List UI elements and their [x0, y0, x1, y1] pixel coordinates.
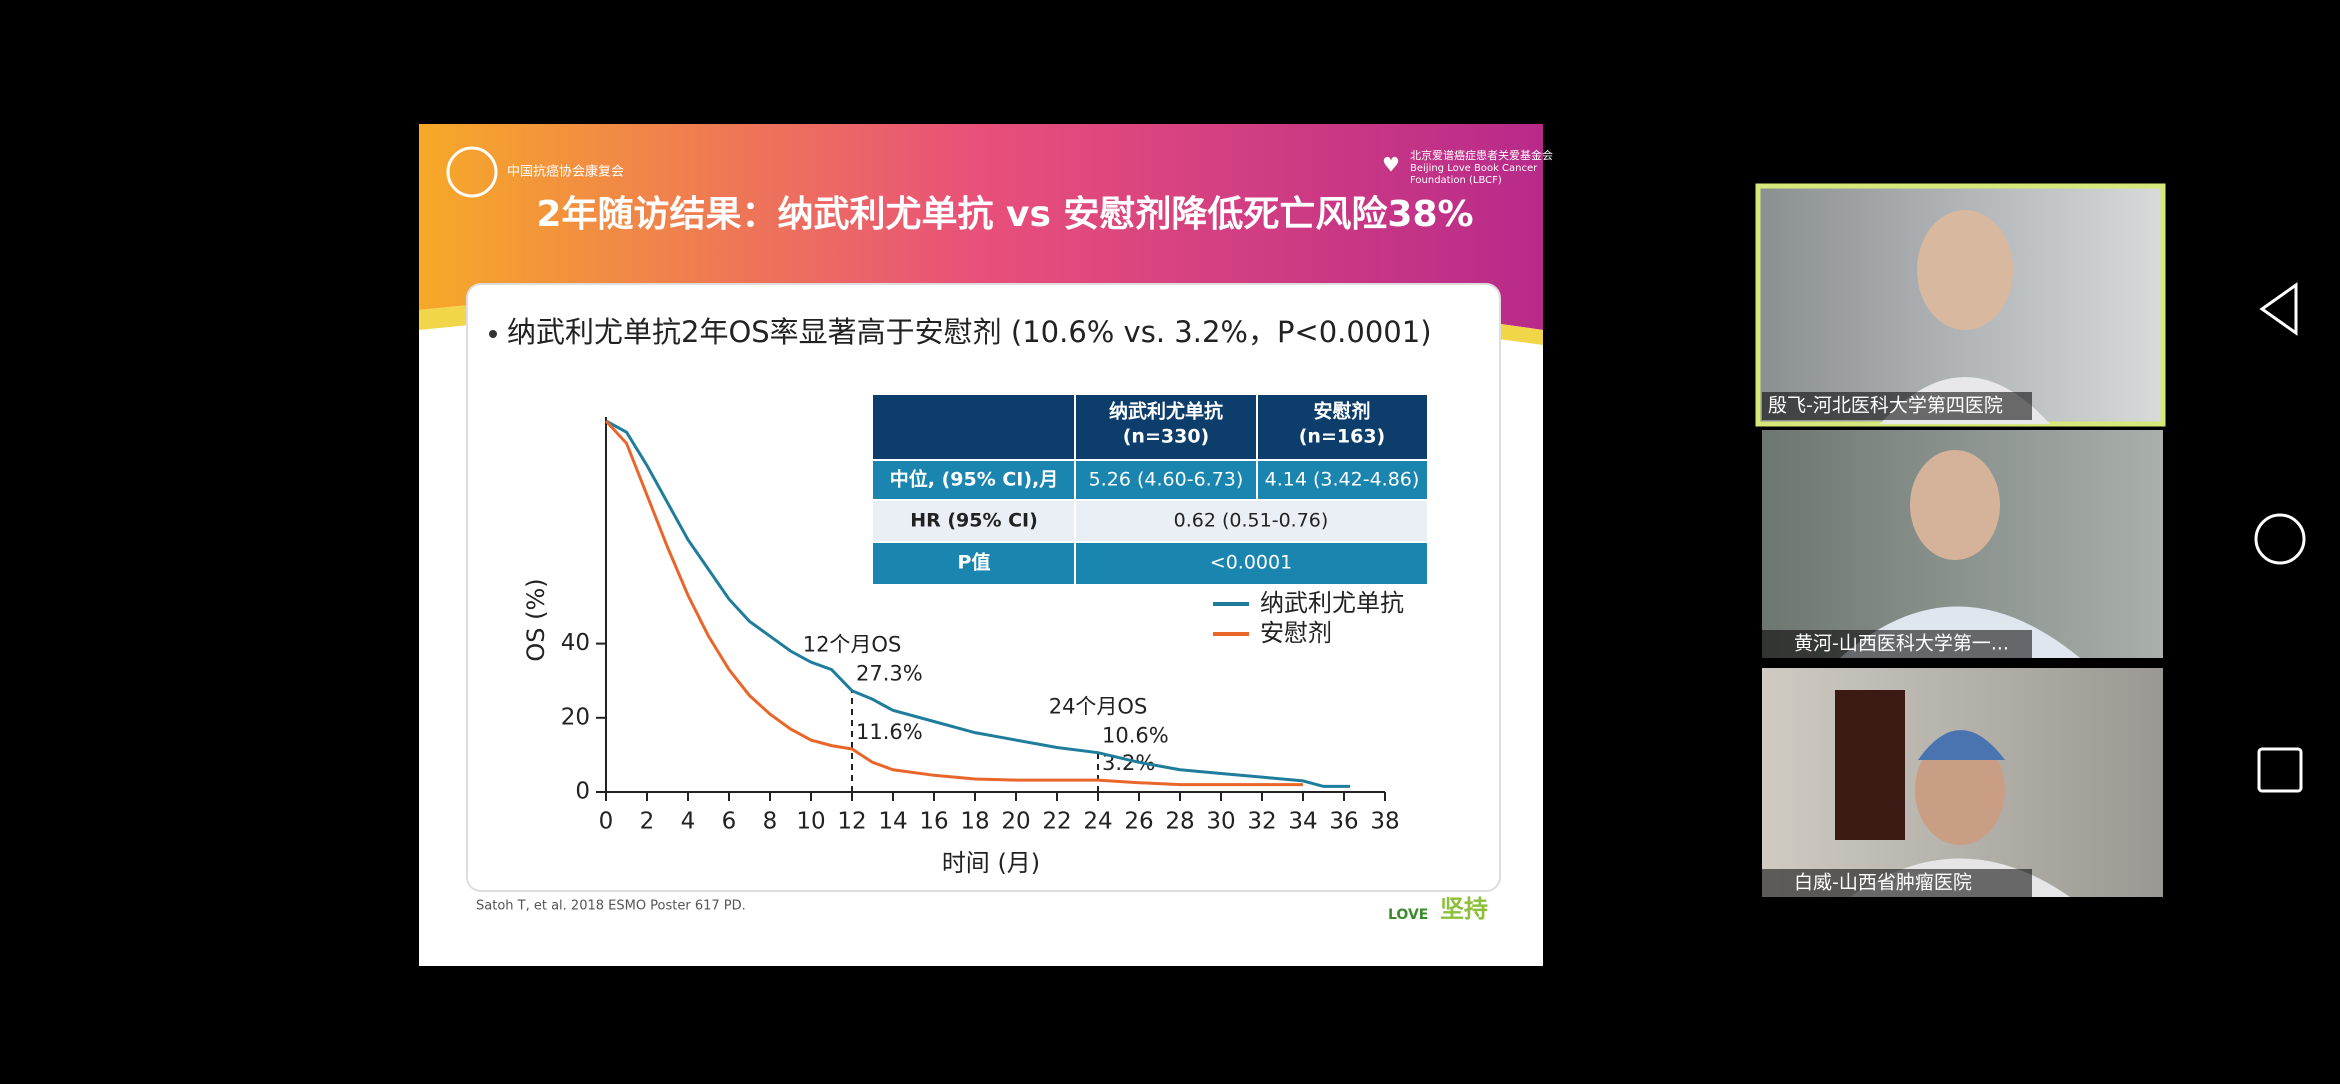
x-tick-label: 26 — [1124, 809, 1153, 835]
landmark-value: 10.6% — [1102, 724, 1169, 748]
landmark-label: 12个月OS — [803, 633, 902, 657]
person — [1915, 735, 2005, 845]
participant-name: 白威-山西省肿瘤医院 — [1794, 872, 1972, 894]
x-tick-label: 12 — [837, 809, 866, 835]
landmark-label: 24个月OS — [1049, 695, 1148, 719]
x-tick-label: 32 — [1247, 809, 1276, 835]
table-row — [873, 500, 1427, 542]
name-bar — [1762, 392, 2032, 420]
org-right-line: Foundation (LBCF) — [1410, 175, 1502, 186]
row-label: 中位, (95% CI),月 — [890, 468, 1059, 491]
cell: 0.62 (0.51-0.76) — [1174, 510, 1329, 532]
cell: 5.26 (4.60-6.73) — [1089, 469, 1244, 491]
cell: <0.0001 — [1210, 552, 1292, 574]
table-row — [873, 460, 1427, 500]
survival-curve — [605, 419, 1351, 788]
x-tick-label: 16 — [919, 809, 948, 835]
results-table: 纳武利尤单抗 (n=330) 安慰剂 (n=163) 中位, (95% CI),… — [873, 395, 1427, 584]
slide-title: 2年随访结果：纳武利尤单抗 vs 安慰剂降低死亡风险38% — [536, 193, 1473, 235]
x-tick-label: 24 — [1083, 809, 1112, 835]
x-tick-label: 38 — [1370, 809, 1399, 835]
legend-label: 安慰剂 — [1260, 619, 1332, 647]
org-left: 中国抗癌协会康复会 — [507, 164, 624, 180]
legend-label: 纳武利尤单抗 — [1260, 589, 1404, 617]
x-tick-label: 4 — [681, 809, 696, 835]
org-logo — [446, 146, 498, 198]
x-tick-label: 6 — [722, 809, 737, 835]
x-tick-label: 22 — [1042, 809, 1071, 835]
video-tile[interactable]: 白威-山西省肿瘤医院 — [1762, 668, 2163, 897]
logo-text: 坚持 — [1440, 895, 1488, 923]
person — [1918, 730, 2005, 760]
y-tick-label: 0 — [575, 779, 590, 805]
video-tile[interactable]: 黄河-山西医科大学第一... — [1762, 430, 2163, 658]
landmark-value: 27.3% — [856, 662, 923, 686]
org-right-line: 北京爱谱癌症患者关爱基金会 — [1410, 148, 1553, 162]
slide: 中国抗癌协会康复会 ♥ 北京爱谱癌症患者关爱基金会 Beijing Love B… — [419, 124, 1553, 966]
y-axis-label: OS (%) — [522, 578, 550, 661]
row-label: HR (95% CI) — [910, 510, 1038, 532]
x-tick-label: 36 — [1329, 809, 1358, 835]
survival-curve — [604, 419, 1303, 787]
y-tick-label: 20 — [561, 704, 590, 730]
landmark-value: 11.6% — [856, 720, 923, 744]
participant-name: 殷飞-河北医科大学第四医院 — [1768, 395, 2003, 417]
x-tick-label: 20 — [1001, 809, 1030, 835]
video-tile[interactable]: 殷飞-河北医科大学第四医院 — [1755, 183, 2166, 427]
back-button[interactable] — [2259, 282, 2298, 336]
x-tick-label: 8 — [763, 809, 778, 835]
column-header: 纳武利尤单抗 — [1109, 400, 1223, 423]
citation: Satoh T, et al. 2018 ESMO Poster 617 PD. — [476, 899, 746, 914]
x-tick-label: 2 — [640, 809, 655, 835]
person — [1917, 210, 2013, 330]
x-tick-label: 10 — [796, 809, 825, 835]
cell: 4.14 (3.42-4.86) — [1265, 469, 1420, 491]
person — [1910, 450, 2000, 560]
name-bar — [1762, 630, 2032, 658]
column-n: (n=163) — [1299, 426, 1385, 448]
x-tick-label: 14 — [878, 809, 907, 835]
name-bar — [1762, 869, 2032, 897]
participant-name: 黄河-山西医科大学第一... — [1794, 633, 2009, 655]
x-tick-label: 18 — [960, 809, 989, 835]
org-right-logo: ♥ — [1382, 153, 1400, 177]
x-tick-label: 28 — [1165, 809, 1194, 835]
table-header — [873, 395, 1427, 460]
x-tick-label: 0 — [599, 809, 614, 835]
row-label: P值 — [958, 551, 991, 574]
org-right-line: Beijing Love Book Cancer — [1410, 163, 1538, 174]
x-axis-label: 时间 (月) — [942, 849, 1040, 877]
column-header: 安慰剂 — [1313, 400, 1370, 423]
header-band — [419, 124, 1543, 330]
bullet-text: 纳武利尤单抗2年OS率显著高于安慰剂 (10.6% vs. 3.2%，P<0.0… — [507, 315, 1432, 349]
column-n: (n=330) — [1123, 426, 1209, 448]
logo-text: LOVE — [1388, 907, 1428, 923]
table-rules — [873, 395, 1427, 584]
painting — [1835, 690, 1905, 840]
recents-button[interactable] — [2257, 747, 2303, 793]
bullet-dot — [489, 330, 497, 338]
x-tick-label: 34 — [1288, 809, 1317, 835]
table-row — [873, 542, 1427, 584]
x-tick-label: 30 — [1206, 809, 1235, 835]
content-panel — [466, 283, 1501, 892]
y-tick-label: 40 — [561, 630, 590, 656]
home-button[interactable] — [2254, 513, 2306, 565]
